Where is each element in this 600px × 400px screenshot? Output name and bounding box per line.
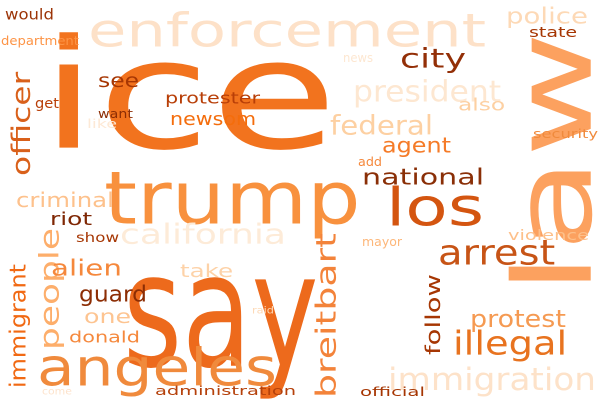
word-national: national: [362, 164, 485, 190]
word-see: see: [98, 69, 140, 92]
word-illegal: illegal: [453, 324, 568, 363]
word-official: official: [360, 384, 425, 399]
word-criminal: criminal: [16, 188, 114, 212]
word-say: say: [123, 218, 319, 400]
word-one: one: [84, 305, 132, 328]
word-police: police: [506, 3, 588, 29]
word-ice: ice: [40, 6, 338, 185]
word-city: city: [400, 42, 467, 75]
word-protester: protester: [165, 88, 261, 108]
word-mayor: mayor: [362, 234, 403, 249]
word-immigration: immigration: [388, 361, 596, 398]
word-follow: follow: [421, 274, 445, 355]
word-officer: officer: [5, 71, 37, 176]
word-security: security: [533, 126, 599, 141]
word-people: people: [33, 228, 66, 350]
word-president: president: [353, 74, 502, 109]
word-department: department: [1, 33, 79, 48]
word-immigrant: immigrant: [5, 264, 31, 388]
word-donald: donald: [69, 327, 140, 347]
word-violence: violence: [508, 226, 590, 244]
word-want: want: [98, 106, 133, 121]
word-breitbart: breitbart: [309, 233, 343, 398]
word-state: state: [529, 23, 578, 41]
word-take: take: [180, 260, 234, 282]
word-add: add: [358, 154, 383, 169]
word-newsom: newsom: [170, 108, 257, 130]
word-like: like: [87, 116, 118, 131]
word-alien: alien: [51, 255, 122, 281]
word-raid: raid: [252, 304, 274, 316]
word-agent: agent: [382, 133, 451, 158]
word-show: show: [76, 229, 120, 246]
word-enforcement: enforcement: [88, 3, 487, 58]
word-arrest: arrest: [438, 231, 556, 273]
word-california: california: [120, 217, 287, 251]
word-protest: protest: [470, 304, 566, 333]
word-administration: administration: [155, 383, 297, 398]
word-riot: riot: [50, 208, 93, 230]
word-get: get: [35, 94, 60, 112]
word-angeles: angeles: [37, 337, 278, 399]
word-federal: federal: [330, 109, 433, 142]
word-los: los: [386, 176, 485, 239]
word-would: would: [5, 5, 54, 24]
word-also: also: [458, 94, 506, 115]
word-guard: guard: [79, 281, 147, 307]
word-trump: trump: [104, 155, 361, 241]
word-come: come: [42, 385, 73, 397]
word-news: news: [343, 50, 373, 65]
